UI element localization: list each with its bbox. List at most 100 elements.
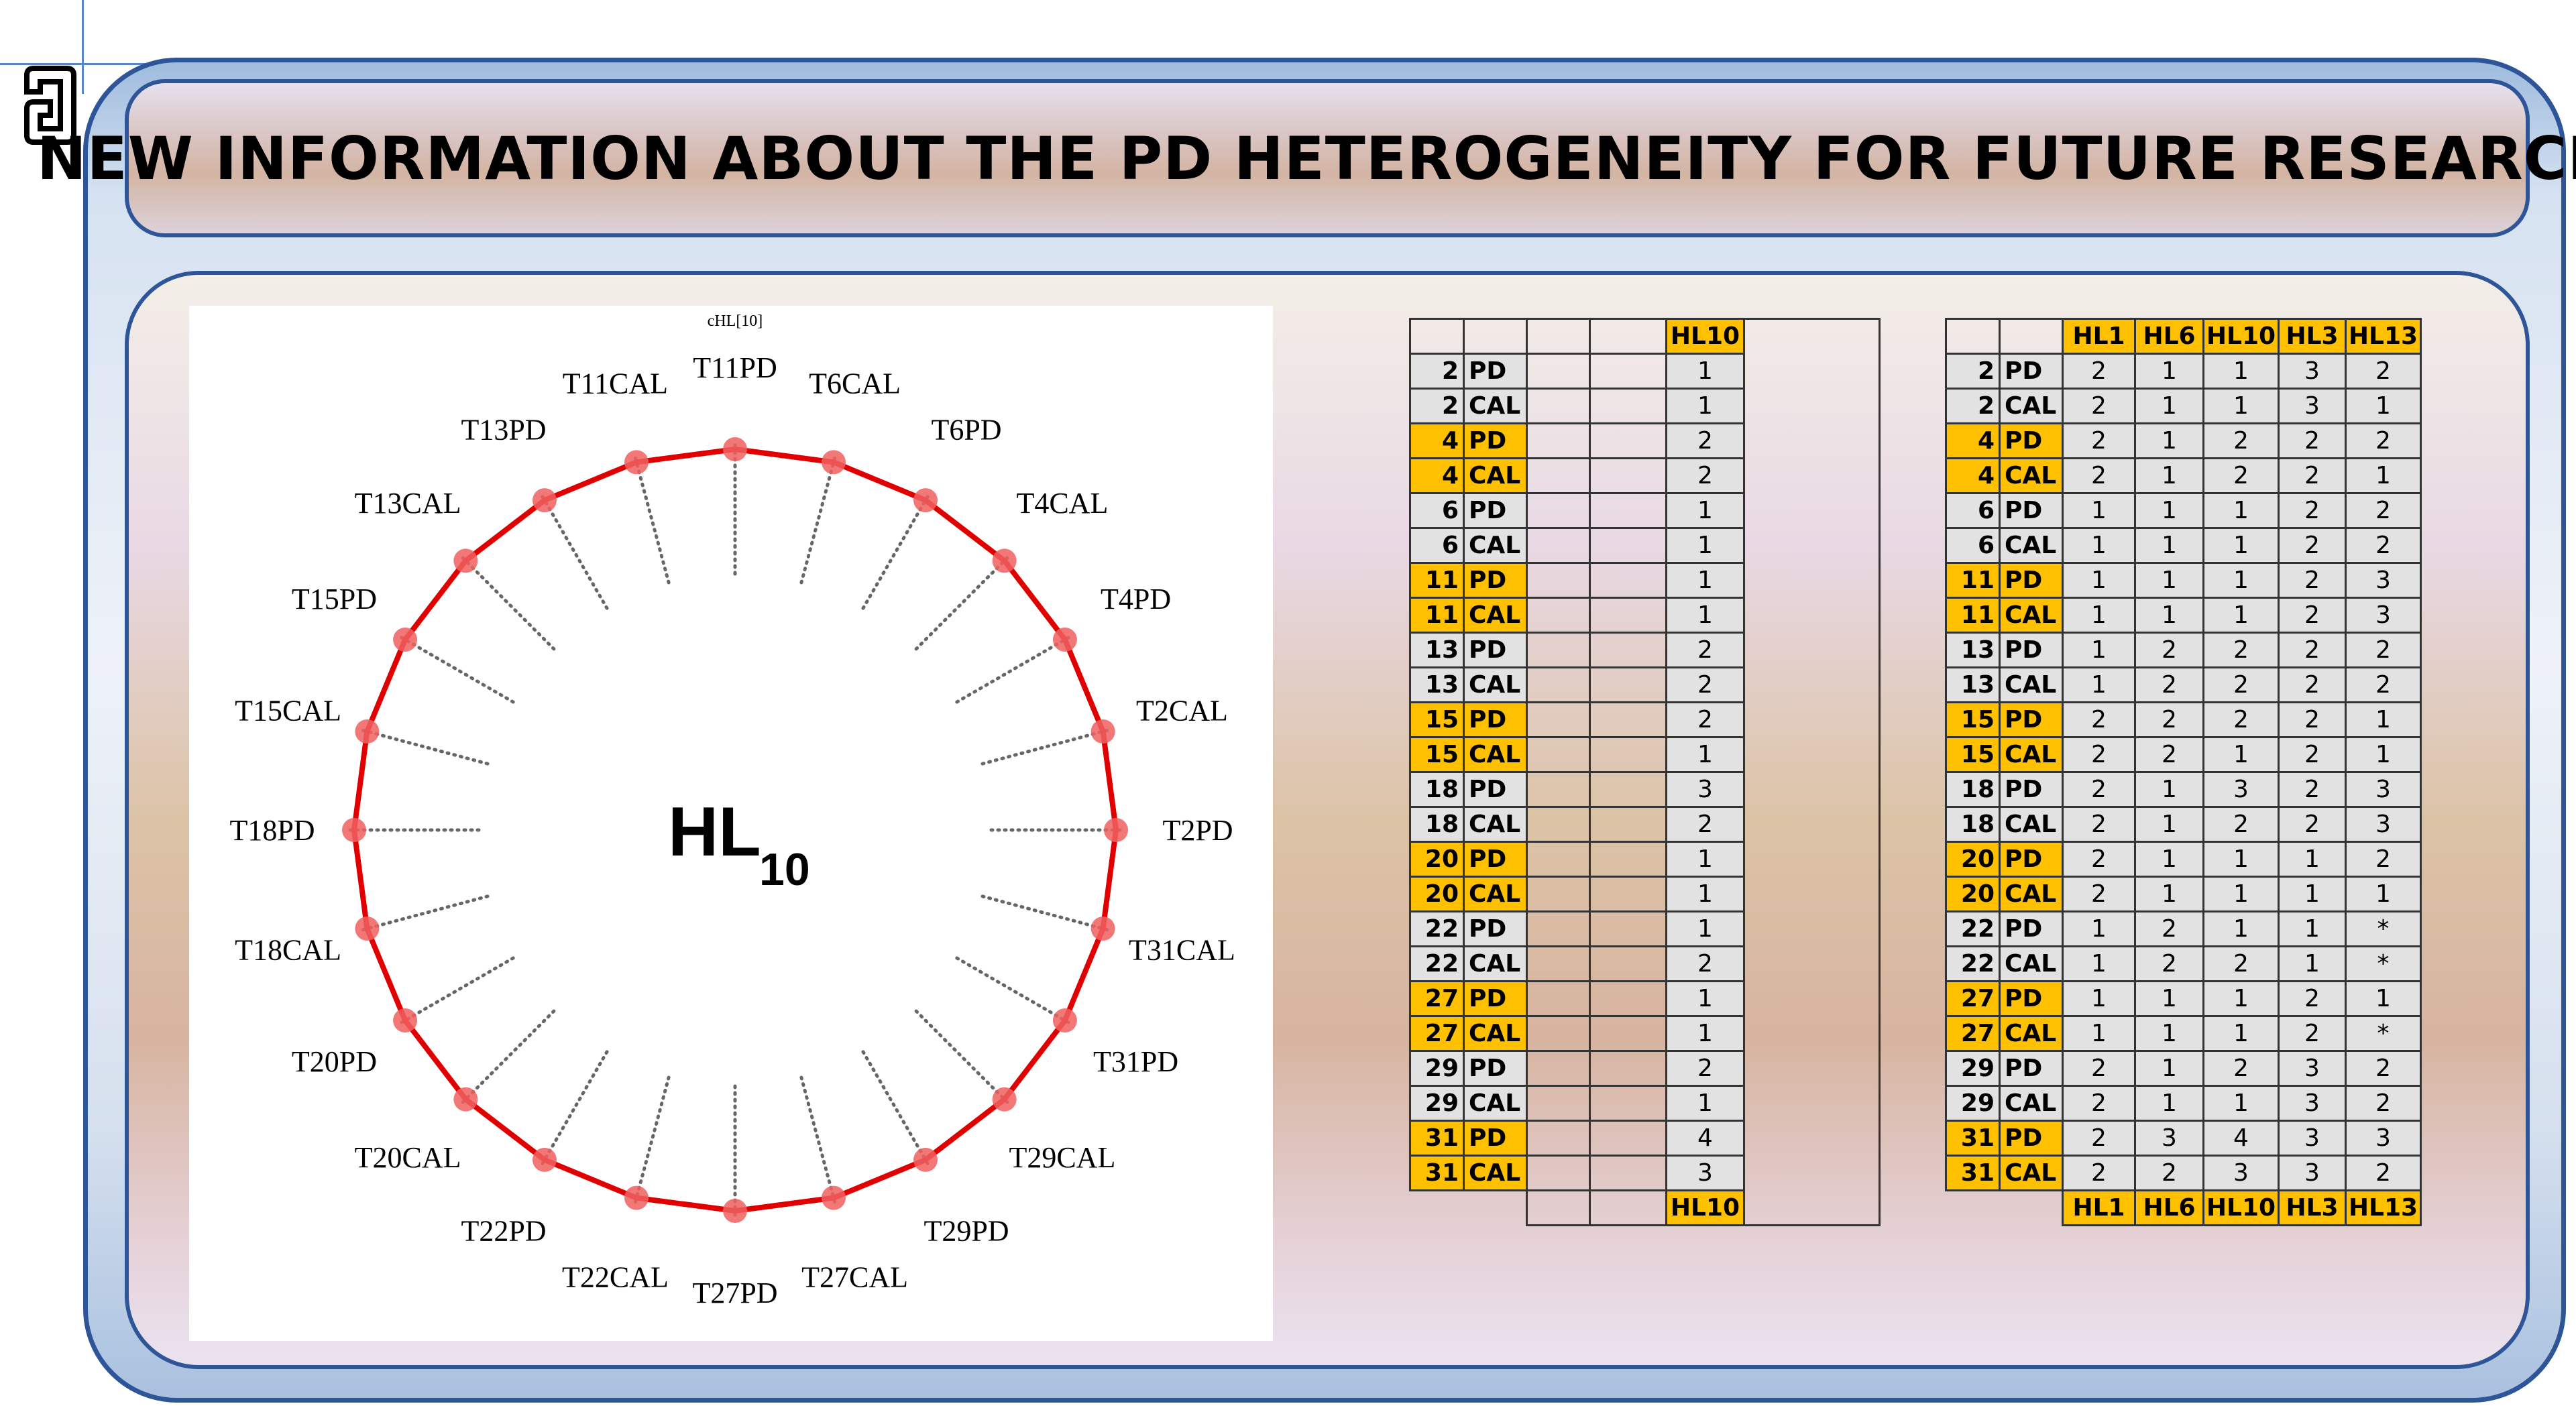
value-cell: 3 xyxy=(2202,771,2280,808)
value-cell: 2 xyxy=(1665,422,1745,459)
tooth-number: 11 xyxy=(1409,562,1465,599)
value-cell: 2 xyxy=(2278,492,2347,529)
value-cell: 1 xyxy=(1665,388,1745,424)
empty-cell xyxy=(1526,388,1591,424)
tooth-number: 11 xyxy=(1945,597,2001,634)
value-cell: 2 xyxy=(1665,632,1745,668)
table-row: 18 PD 2 1 3 2 3 xyxy=(1945,771,2422,808)
diagram-caption-small: cHL[10] xyxy=(708,312,763,330)
group-label: PD xyxy=(1463,1120,1528,1157)
tooth-number: 18 xyxy=(1945,806,2001,843)
table-row: 13 CAL 1 2 2 2 2 xyxy=(1945,666,2422,703)
center-label-subscript: 10 xyxy=(759,844,810,895)
value-cell: 1 xyxy=(2202,492,2280,529)
tooth-number: 27 xyxy=(1945,980,2001,1017)
column-header: HL13 xyxy=(2345,318,2422,355)
column-footer: HL10 xyxy=(2202,1189,2280,1226)
empty-cell xyxy=(1589,388,1667,424)
empty-cell xyxy=(1589,736,1667,773)
axis-label: T15CAL xyxy=(235,694,341,727)
value-cell: 1 xyxy=(2278,876,2347,912)
table-row: 29 CAL 1 xyxy=(1409,1085,1880,1122)
group-label: CAL xyxy=(1999,1015,2064,1052)
radar-point xyxy=(822,450,846,475)
group-label: PD xyxy=(1463,1050,1528,1087)
tooth-number: 15 xyxy=(1409,736,1465,773)
value-cell: 1 xyxy=(2345,736,2422,773)
value-cell: 2 xyxy=(2345,422,2422,459)
tooth-number: 6 xyxy=(1945,492,2001,529)
value-cell: 1 xyxy=(1665,527,1745,564)
empty-cell xyxy=(1589,1155,1667,1191)
value-cell: 2 xyxy=(2202,1050,2280,1087)
value-cell: 2 xyxy=(2278,562,2347,599)
radar-point xyxy=(1052,628,1077,652)
radar-point xyxy=(624,450,649,475)
empty-cell xyxy=(1589,701,1667,738)
value-cell: 4 xyxy=(2202,1120,2280,1157)
table-row: 11 PD 1 xyxy=(1409,562,1880,599)
value-cell: 2 xyxy=(2062,422,2136,459)
group-label: CAL xyxy=(1999,1155,2064,1191)
table-row: 2 PD 1 xyxy=(1409,353,1880,390)
table-row: 4 PD 2 1 2 2 2 xyxy=(1945,422,2422,459)
radar-point xyxy=(453,548,478,573)
value-cell: 2 xyxy=(2202,457,2280,494)
value-cell: 1 xyxy=(2134,492,2204,529)
value-cell: 1 xyxy=(2202,876,2280,912)
tooth-number: 29 xyxy=(1945,1050,2001,1087)
value-cell: 2 xyxy=(2134,736,2204,773)
value-cell: 2 xyxy=(2345,666,2422,703)
axis-label: T18PD xyxy=(229,814,315,847)
radar-point xyxy=(342,818,366,842)
radar-point xyxy=(822,1185,846,1210)
axis-label: T29CAL xyxy=(1009,1141,1115,1174)
table-row: 13 PD 2 xyxy=(1409,632,1880,668)
group-label: PD xyxy=(1999,1050,2064,1087)
empty-cell xyxy=(1526,1085,1591,1122)
axis-label: T13PD xyxy=(461,413,546,446)
axis-label: T4CAL xyxy=(1016,487,1108,520)
value-cell: 1 xyxy=(2134,806,2204,843)
axis-label: T13CAL xyxy=(355,487,461,520)
radar-point xyxy=(355,917,380,941)
column-footer: HL1 xyxy=(2062,1189,2136,1226)
axis-label: T11PD xyxy=(693,351,777,384)
table-row: 4 CAL 2 1 2 2 1 xyxy=(1945,457,2422,494)
group-label: PD xyxy=(1999,422,2064,459)
value-cell: 1 xyxy=(2062,597,2136,634)
empty-cell xyxy=(1526,457,1591,494)
value-cell: 1 xyxy=(2134,353,2204,390)
tooth-number: 29 xyxy=(1409,1050,1465,1087)
value-cell: 3 xyxy=(2278,388,2347,424)
group-label: CAL xyxy=(1999,945,2064,982)
empty-cell xyxy=(2000,1191,2063,1226)
axis-label: T18CAL xyxy=(235,934,341,967)
value-cell: 1 xyxy=(2278,841,2347,878)
table-row: 31 CAL 3 xyxy=(1409,1155,1880,1191)
value-cell: 2 xyxy=(2134,945,2204,982)
value-cell: 1 xyxy=(2134,597,2204,634)
value-cell: 3 xyxy=(2278,1050,2347,1087)
axis-label: T2CAL xyxy=(1136,694,1228,727)
value-cell: 2 xyxy=(2345,353,2422,390)
column-header: HL10 xyxy=(1665,318,1745,355)
empty-cell xyxy=(1589,806,1667,843)
value-cell: 2 xyxy=(2278,457,2347,494)
value-cell: 2 xyxy=(2278,771,2347,808)
value-cell: 1 xyxy=(2278,910,2347,947)
tooth-number: 20 xyxy=(1409,841,1465,878)
table-row: 22 PD 1 xyxy=(1409,910,1880,947)
group-label: PD xyxy=(1999,1120,2064,1157)
table-row: 15 CAL 1 xyxy=(1409,736,1880,773)
group-label: PD xyxy=(1999,492,2064,529)
value-cell: 1 xyxy=(2062,632,2136,668)
value-cell: 2 xyxy=(2062,806,2136,843)
group-label: CAL xyxy=(1999,876,2064,912)
axis-label: T31PD xyxy=(1093,1045,1178,1078)
axis-spoke xyxy=(399,636,515,704)
value-cell: 1 xyxy=(2062,527,2136,564)
tooth-number: 20 xyxy=(1945,876,2001,912)
empty-cell xyxy=(1526,597,1591,634)
empty-cell xyxy=(1589,1120,1667,1157)
